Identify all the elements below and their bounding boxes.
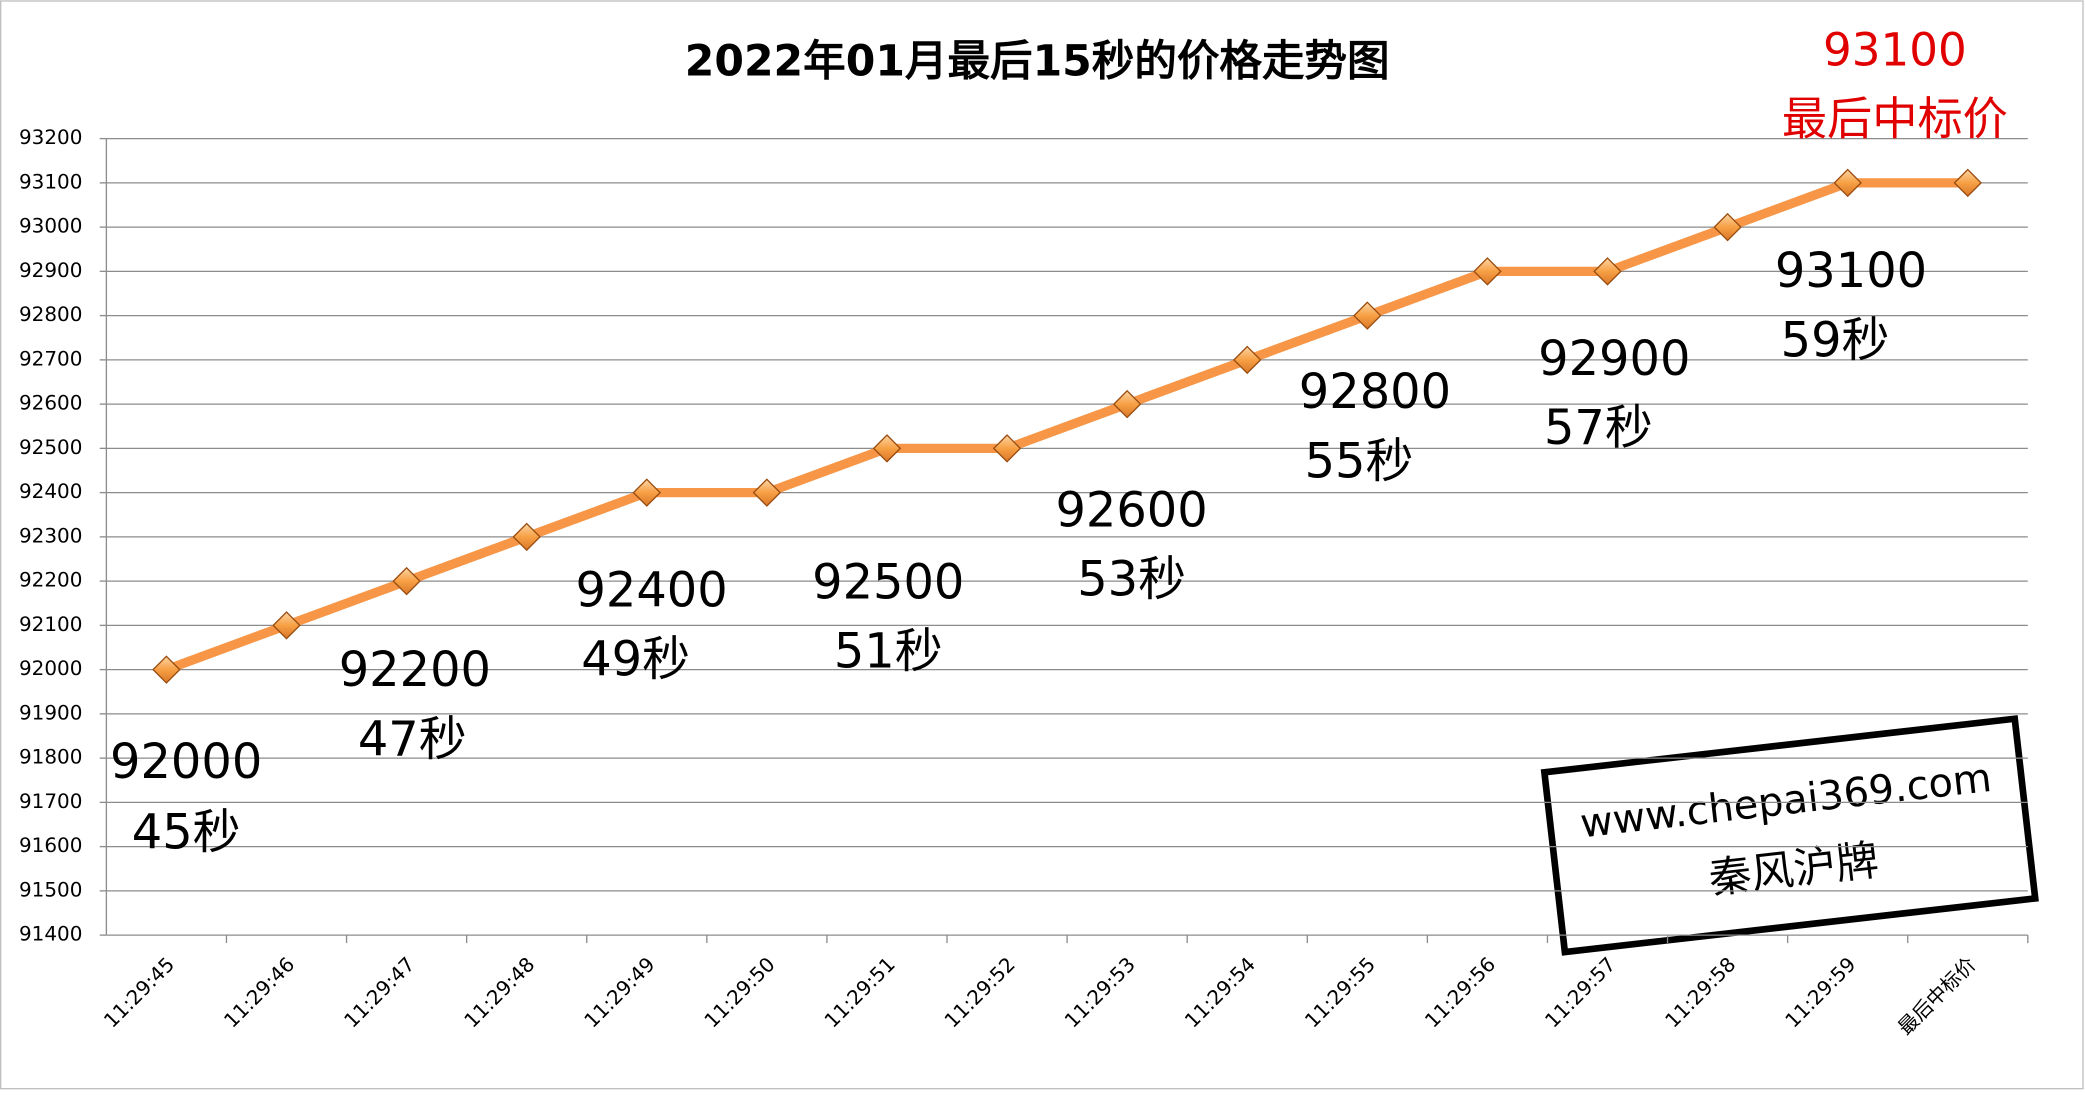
marker bbox=[752, 478, 782, 507]
y-tick-label: 92600 bbox=[19, 391, 82, 415]
marker bbox=[1112, 389, 1142, 419]
marker bbox=[992, 434, 1022, 463]
annotation-second: 53秒 bbox=[1077, 553, 1186, 608]
marker bbox=[512, 522, 541, 552]
y-tick-label: 91600 bbox=[19, 833, 82, 857]
chart-title: 2022年01月最后15秒的价格走势图 bbox=[685, 38, 1390, 87]
annotation-price: 92900 bbox=[1538, 332, 1690, 387]
y-tick-label: 93200 bbox=[19, 125, 82, 149]
y-tick-label: 92100 bbox=[19, 612, 82, 636]
marker bbox=[1353, 301, 1382, 330]
y-tick-label: 92500 bbox=[19, 435, 82, 459]
annotation-price: 92500 bbox=[812, 555, 964, 610]
marker bbox=[272, 611, 301, 640]
annotation-second: 59秒 bbox=[1781, 313, 1890, 368]
marker bbox=[632, 478, 662, 507]
marker bbox=[1232, 345, 1262, 375]
y-tick-label: 92000 bbox=[19, 656, 82, 680]
annotation-price: 92000 bbox=[110, 735, 262, 790]
y-tick-label: 91400 bbox=[19, 922, 82, 946]
y-tick-label: 91900 bbox=[19, 700, 82, 724]
annotation-price: 93100 bbox=[1775, 244, 1927, 299]
marker bbox=[1833, 168, 1862, 198]
y-tick-label: 92200 bbox=[19, 568, 82, 592]
annotation-second: 57秒 bbox=[1544, 401, 1653, 456]
marker bbox=[1473, 257, 1502, 286]
final-price: 93100 bbox=[1823, 24, 1967, 77]
y-tick-label: 91700 bbox=[19, 789, 82, 813]
y-tick-label: 93100 bbox=[19, 169, 82, 193]
final-label: 最后中标价 bbox=[1782, 93, 2008, 146]
y-tick-label: 92700 bbox=[19, 346, 82, 370]
y-tick-label: 92400 bbox=[19, 479, 82, 503]
price-line bbox=[164, 178, 1968, 674]
y-tick-label: 92900 bbox=[19, 258, 82, 282]
annotation-second: 45秒 bbox=[132, 805, 241, 860]
annotation-price: 92600 bbox=[1055, 484, 1207, 539]
y-tick-label: 92300 bbox=[19, 523, 82, 547]
marker bbox=[1713, 212, 1742, 242]
watermark: www.chepai369.com 秦风沪牌 bbox=[1540, 715, 2039, 956]
annotation-price: 92400 bbox=[575, 563, 727, 618]
annotation-second: 47秒 bbox=[358, 712, 467, 767]
annotation-second: 55秒 bbox=[1305, 434, 1414, 489]
marker bbox=[872, 434, 902, 463]
marker bbox=[392, 566, 421, 596]
annotation-second: 51秒 bbox=[834, 625, 943, 680]
y-tick-label: 91500 bbox=[19, 877, 82, 901]
annotation-price: 92800 bbox=[1299, 365, 1451, 420]
marker bbox=[1953, 168, 1983, 198]
marker bbox=[1593, 257, 1622, 286]
annotation-second: 49秒 bbox=[581, 633, 690, 688]
marker bbox=[152, 655, 181, 684]
y-tick-label: 93000 bbox=[19, 214, 82, 238]
annotation-price: 92200 bbox=[339, 643, 491, 698]
y-tick-label: 91800 bbox=[19, 745, 82, 769]
y-tick-label: 92800 bbox=[19, 302, 82, 326]
watermark-box bbox=[1540, 715, 2039, 956]
